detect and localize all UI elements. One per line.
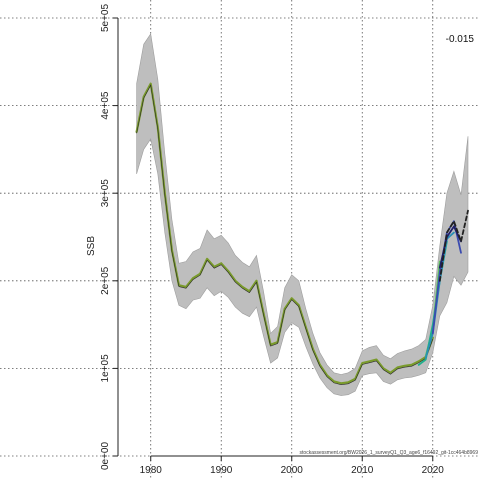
source-caption: stockassessment.org/BW2026_1_surveyQ1_Q3… — [300, 450, 479, 456]
confidence-band-area — [136, 32, 469, 396]
y-tick-label-1: 1e+05 — [100, 354, 111, 383]
axes: 0e+00 1e+05 2e+05 3e+05 4e+05 5e+05 1980 1990 20… — [100, 4, 444, 476]
x-tick-label-0: 1980 — [140, 465, 163, 476]
series-line-6 — [438, 209, 469, 282]
y-tick-label-3: 3e+05 — [100, 179, 111, 208]
x-tick-label-2: 2000 — [281, 465, 304, 476]
series-line-0-shadow — [136, 84, 434, 386]
y-tick-label-2: 2e+05 — [100, 266, 111, 295]
x-tick-label-4: 2020 — [422, 465, 445, 476]
y-tick-label-5: 5e+05 — [100, 4, 111, 33]
corner-annotation: -0.015 — [446, 34, 475, 45]
y-axis-label: SSB — [86, 236, 97, 256]
x-tick-label-3: 2010 — [351, 465, 374, 476]
ssb-series — [135, 82, 469, 386]
x-tick-label-1: 1990 — [210, 465, 233, 476]
y-tick-label-4: 4e+05 — [100, 91, 111, 120]
series-line-0 — [135, 82, 434, 385]
y-tick-label-0: 0e+00 — [100, 442, 111, 471]
confidence-band — [136, 32, 469, 396]
